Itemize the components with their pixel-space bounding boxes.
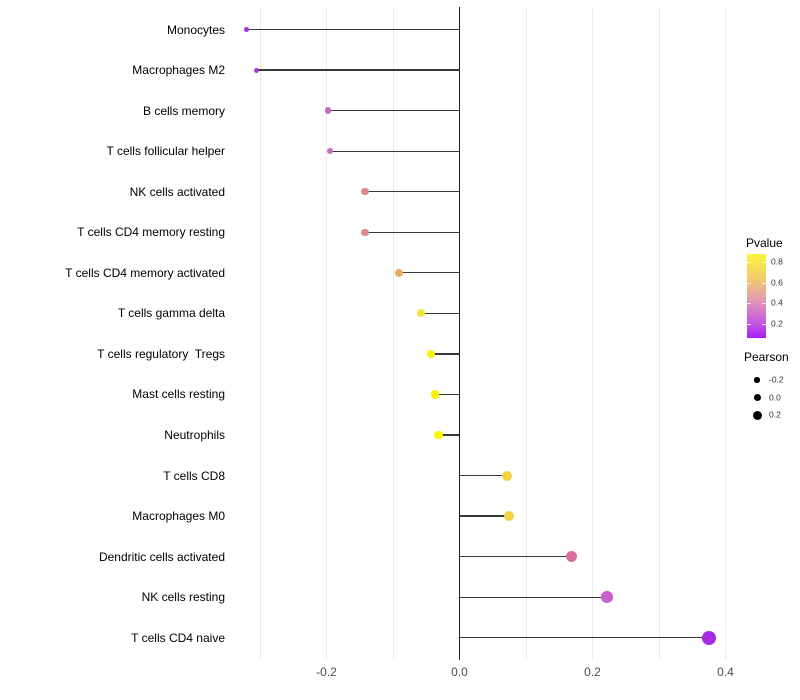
pvalue-tick-mark xyxy=(747,282,751,284)
lollipop-stem xyxy=(398,272,460,274)
pearson-size-label: -0.2 xyxy=(769,374,784,385)
x-gridline xyxy=(725,7,726,660)
pvalue-tick-mark xyxy=(762,262,766,263)
category-label: NK cells resting xyxy=(141,590,225,605)
pvalue-legend-title: Pvalue xyxy=(746,236,783,250)
lollipop-stem xyxy=(459,637,709,639)
category-label: T cells CD8 xyxy=(163,468,225,483)
x-gridline xyxy=(658,7,660,660)
lollipop-stem xyxy=(438,434,460,436)
x-gridline xyxy=(326,7,327,660)
data-point xyxy=(701,630,716,645)
pvalue-tick-label: 0.6 xyxy=(771,277,783,287)
data-point xyxy=(430,390,440,399)
x-axis-tick-label: 0.0 xyxy=(451,665,468,679)
data-point xyxy=(426,349,436,359)
data-point xyxy=(433,430,443,440)
lollipop-stem xyxy=(329,150,460,152)
category-label: Dendritic cells activated xyxy=(98,549,225,564)
lollipop-stem xyxy=(246,28,460,31)
data-point xyxy=(361,228,369,236)
pearson-size-dot xyxy=(753,394,761,401)
x-axis-tick-label: 0.2 xyxy=(584,665,601,679)
lollipop-stem xyxy=(365,191,460,193)
data-point xyxy=(326,147,334,155)
pearson-size-dot xyxy=(752,410,762,420)
data-point xyxy=(501,470,512,481)
data-point xyxy=(395,268,403,277)
x-gridline xyxy=(525,7,527,660)
lollipop-stem xyxy=(430,353,460,355)
x-gridline xyxy=(392,7,394,660)
data-point xyxy=(566,551,578,563)
data-point xyxy=(504,511,515,522)
category-label: Macrophages M0 xyxy=(132,509,225,524)
lollipop-stem xyxy=(459,556,572,558)
category-label: Macrophages M2 xyxy=(132,63,225,78)
pvalue-colorbar xyxy=(747,254,766,338)
pvalue-tick-mark xyxy=(747,323,751,325)
pvalue-tick-mark xyxy=(762,323,766,325)
category-label: T cells CD4 memory resting xyxy=(77,225,225,240)
x-axis-tick-label: 0.4 xyxy=(717,665,734,679)
x-axis-tick-label: -0.2 xyxy=(316,665,337,679)
data-point xyxy=(361,188,369,196)
lollipop-stem xyxy=(459,474,507,477)
pearson-size-dot xyxy=(754,377,760,383)
data-point xyxy=(324,107,332,114)
pvalue-tick-mark xyxy=(762,303,766,304)
category-label: B cells memory xyxy=(142,103,225,118)
category-label: T cells CD4 memory activated xyxy=(65,265,225,280)
pearson-size-label: 0.2 xyxy=(769,409,781,420)
lollipop-stem xyxy=(459,515,510,517)
pvalue-tick-label: 0.2 xyxy=(771,318,783,328)
category-label: T cells follicular helper xyxy=(106,144,226,159)
category-label: Monocytes xyxy=(166,22,225,37)
data-point xyxy=(244,27,250,32)
data-point xyxy=(254,67,260,73)
pearson-size-label: 0.0 xyxy=(769,392,781,402)
pvalue-tick-label: 0.4 xyxy=(771,297,783,308)
lollipop-stem xyxy=(365,231,460,233)
category-label: Neutrophils xyxy=(164,428,225,442)
data-point xyxy=(601,591,614,604)
category-label: NK cells activated xyxy=(129,184,225,199)
category-label: T cells regulatory Tregs xyxy=(97,346,225,361)
lollipop-stem xyxy=(434,393,460,396)
lollipop-stem xyxy=(459,596,608,598)
category-label: T cells gamma delta xyxy=(117,306,225,321)
pvalue-tick-mark xyxy=(747,303,751,304)
data-point xyxy=(416,309,426,318)
category-label: Mast cells resting xyxy=(132,387,225,402)
pvalue-tick-mark xyxy=(747,262,751,263)
category-label: T cells CD4 naive xyxy=(131,630,225,645)
lollipop-stem xyxy=(327,109,460,112)
zero-reference-line xyxy=(459,7,460,660)
lollipop-stem xyxy=(256,69,460,71)
lollipop-stem xyxy=(420,312,460,314)
pearson-legend-title: Pearson xyxy=(744,350,789,364)
x-gridline xyxy=(592,7,593,660)
x-gridline xyxy=(259,7,261,660)
pvalue-tick-label: 0.8 xyxy=(771,256,783,267)
pvalue-tick-mark xyxy=(762,282,766,284)
